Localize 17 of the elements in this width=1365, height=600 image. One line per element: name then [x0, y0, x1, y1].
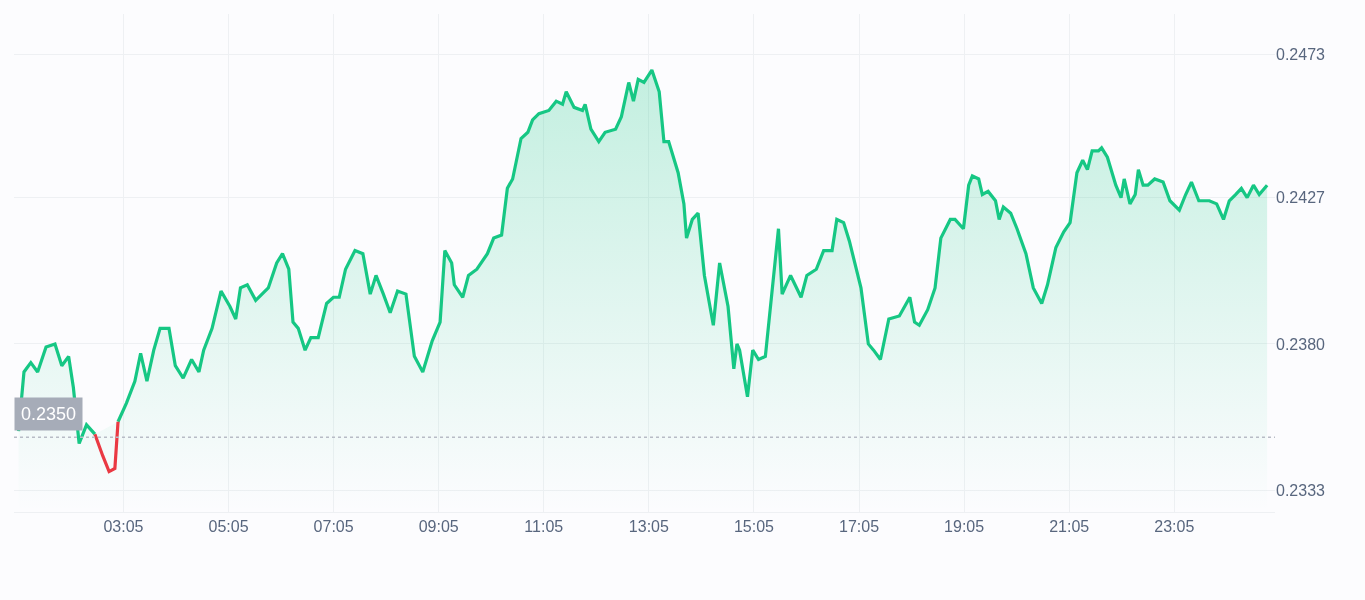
x-tick-label: 17:05 [839, 518, 880, 536]
y-tick-label: 0.2473 [1276, 46, 1326, 64]
x-tick-label: 07:05 [313, 518, 354, 536]
x-tick-label: 05:05 [208, 518, 249, 536]
x-tick-label: 09:05 [418, 518, 459, 536]
y-tick-label: 0.2380 [1276, 335, 1326, 353]
x-tick-label: 15:05 [733, 518, 775, 536]
y-tick-label: 0.2427 [1276, 189, 1326, 207]
line-series [93, 420, 120, 474]
x-tick-label: 21:05 [1049, 518, 1090, 536]
x-tick-label: 03:05 [103, 518, 144, 536]
ref-line-label: 0.2350 [21, 404, 77, 424]
x-tick-label: 23:05 [1154, 518, 1195, 536]
y-tick-label: 0.2333 [1276, 481, 1326, 499]
x-tick-label: 13:05 [628, 518, 669, 536]
x-tick-label: 11:05 [524, 518, 564, 536]
x-tick-label: 19:05 [944, 518, 985, 536]
